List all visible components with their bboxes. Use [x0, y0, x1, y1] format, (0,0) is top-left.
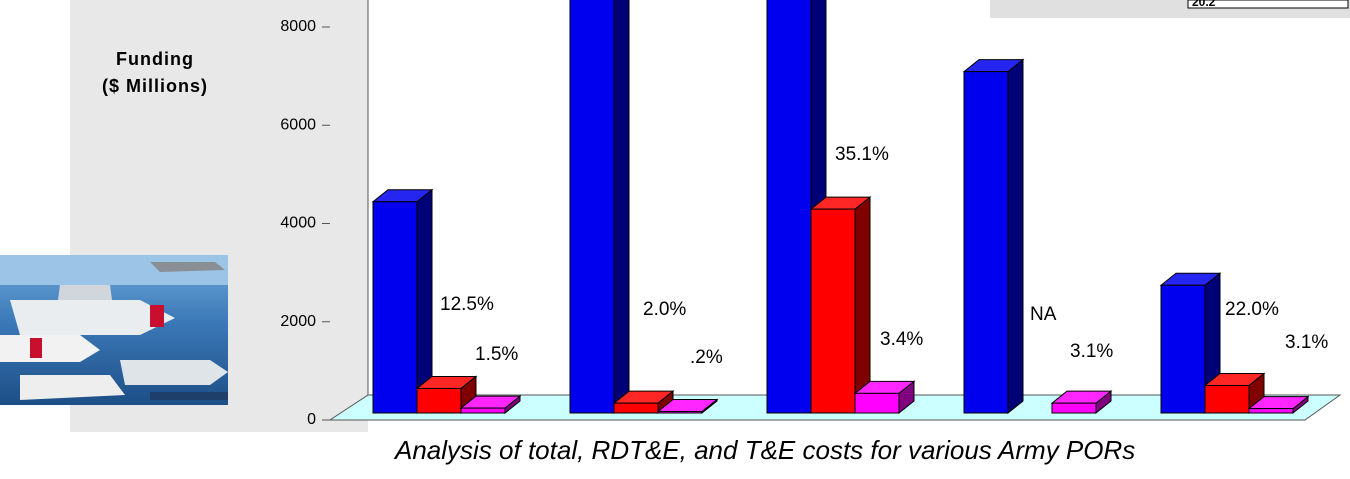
- bar-front: [569, 0, 615, 414]
- bar-side: [613, 0, 630, 415]
- caption: Analysis of total, RDT&E, and T&E costs …: [393, 435, 1135, 465]
- y-label: ($ Millions): [102, 76, 208, 96]
- bar-annotation: NA: [1030, 304, 1057, 325]
- bar: [1247, 395, 1310, 415]
- bar-side: [854, 196, 871, 415]
- bar-annotation: 1.5%: [475, 344, 518, 365]
- bar-annotation: 35.1%: [835, 144, 889, 165]
- bar: [809, 196, 872, 415]
- bar-front: [1204, 384, 1250, 414]
- bar-front: [1160, 284, 1206, 414]
- bar-front: [416, 387, 462, 414]
- bar-front: [963, 71, 1009, 414]
- bar-front: [766, 0, 812, 414]
- bar-annotation: 2.0%: [643, 299, 686, 320]
- ships-photo: [0, 255, 228, 405]
- y-tick-label: 6000: [280, 116, 316, 133]
- bar: [415, 375, 478, 415]
- bar-annotation: 22.0%: [1225, 299, 1279, 320]
- bar-front: [854, 392, 900, 414]
- y-tick-label: 4000: [280, 215, 316, 232]
- bar-annotation: 3.1%: [1070, 341, 1113, 362]
- bar-front: [1248, 408, 1294, 414]
- y-label: Funding: [116, 49, 194, 69]
- bar-annotation: 3.1%: [1285, 332, 1328, 353]
- bar: [1159, 272, 1222, 415]
- bar: [569, 0, 630, 415]
- y-tick-label: 2000: [280, 313, 316, 330]
- bar: [962, 58, 1025, 415]
- note-box: [1187, 0, 1349, 9]
- bar: [612, 390, 675, 415]
- bar-side: [1007, 58, 1024, 415]
- bar-front: [613, 402, 659, 414]
- bar-annotation: .2%: [690, 347, 723, 368]
- bar: [1203, 372, 1266, 415]
- bar-front: [460, 407, 506, 414]
- bar-front: [810, 208, 856, 414]
- y-tick-label: 8000: [280, 18, 316, 35]
- bar-front: [372, 201, 418, 414]
- bar-front: [657, 411, 703, 414]
- note-text: 20.2: [1192, 0, 1216, 9]
- bars: [371, 0, 1310, 415]
- bar: [1050, 390, 1113, 415]
- bar-annotation: 3.4%: [880, 329, 923, 350]
- bar: [371, 188, 434, 415]
- bar: [459, 395, 522, 415]
- bar-front: [1051, 402, 1097, 414]
- bar-annotation: 12.5%: [440, 294, 494, 315]
- bar: [656, 398, 719, 415]
- bar: [853, 380, 916, 415]
- y-tick-label: 0: [307, 411, 316, 428]
